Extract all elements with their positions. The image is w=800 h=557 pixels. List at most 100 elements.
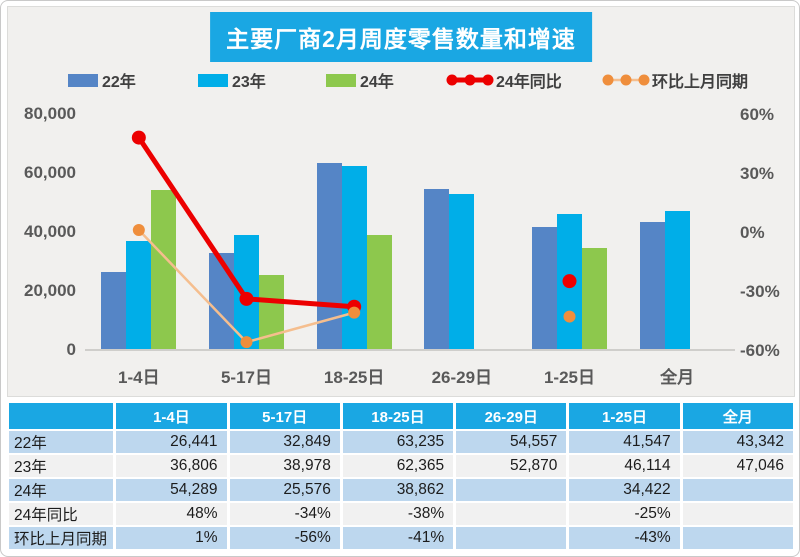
- table-header-cell: 1-4日: [116, 403, 227, 429]
- table-cell: 47,046: [682, 455, 793, 477]
- table-cell: 38,862: [342, 479, 454, 501]
- table-cell: 25,576: [229, 479, 340, 501]
- bar-22年-5-17日: [209, 253, 234, 350]
- table-cell: 43,342: [682, 431, 793, 453]
- legend-label: 23年: [232, 74, 266, 91]
- x-axis-line: [85, 349, 735, 351]
- table-cell: 52,870: [456, 455, 567, 477]
- plot-area: 80,000 60,000 40,000 20,000 0 60% 30% 0% -30% -60…: [8, 7, 796, 398]
- table-row-24年同比: 24年同比 48% -34% -38% -25%: [9, 503, 793, 525]
- table-cell: -43%: [569, 527, 680, 549]
- legend-line-marker-icon: [446, 74, 494, 86]
- right-axis-tick: -30%: [740, 282, 780, 301]
- row-label: 24年: [9, 479, 114, 501]
- line-marker-环比上月同期-1-4日: [132, 224, 145, 237]
- table-header-cell: 5-17日: [229, 403, 340, 429]
- legend-item-4: 环比上月同期: [602, 67, 748, 93]
- legend-item-3: 24年同比: [446, 67, 562, 93]
- table-row-环比上月同期: 环比上月同期 1% -56% -41% -43%: [9, 527, 793, 549]
- row-label: 23年: [9, 455, 114, 477]
- table-cell: 26,441: [116, 431, 227, 453]
- chart-panel: 主要厂商2月周度零售数量和增速 22年 23年 24年 24年同比 环比上月同期 80,…: [7, 6, 795, 397]
- bar-23年-1-25日: [557, 213, 582, 350]
- table-cell: 48%: [116, 503, 227, 525]
- bar-22年-1-25日: [532, 227, 557, 350]
- table-cell: 32,849: [229, 431, 340, 453]
- table-cell: -34%: [229, 503, 340, 525]
- legend-item-0: 22年: [68, 67, 136, 93]
- x-axis-category-label: 5-17日: [220, 368, 272, 387]
- legend-label: 24年同比: [496, 74, 562, 91]
- legend-swatch-icon: [198, 73, 228, 87]
- bar-22年-18-25日: [316, 163, 342, 350]
- legend-item-1: 23年: [198, 67, 266, 93]
- table-header-cell: 26-29日: [456, 403, 567, 429]
- bar-24年-5-17日: [259, 274, 284, 350]
- table-cell: [456, 527, 567, 549]
- table-cell: 34,422: [569, 479, 680, 501]
- x-axis-category-label: 1-4日: [118, 368, 160, 387]
- table-cell: [682, 527, 793, 549]
- table-cell: -41%: [342, 527, 454, 549]
- legend-label: 环比上月同期: [652, 74, 749, 91]
- x-axis-category-label: 全月: [660, 368, 695, 387]
- table-cell: [682, 479, 793, 501]
- bar-22年-26-29日: [424, 189, 450, 350]
- table-cell: -38%: [342, 503, 454, 525]
- table-row-22年: 22年 26,441 32,849 63,235 54,557 41,547 43,342: [9, 431, 793, 453]
- summary-table-area: 1-4日 5-17日 18-25日 26-29日 1-25日 全月 22年 26,441 32,…: [6, 401, 796, 551]
- left-axis-tick: 40,000: [24, 222, 76, 241]
- table-cell: -25%: [569, 503, 680, 525]
- table-cell: [682, 503, 793, 525]
- bar-24年-1-25日: [582, 248, 607, 350]
- row-label: 22年: [9, 431, 114, 453]
- legend-label: 22年: [102, 74, 136, 91]
- table-cell: 63,235: [342, 431, 454, 453]
- table-header-cell: 全月: [682, 403, 793, 429]
- bar-23年-全月: [664, 211, 690, 350]
- right-axis-tick: -60%: [740, 341, 780, 360]
- legend-line-marker-icon: [602, 74, 650, 86]
- legend-label: 24年: [360, 74, 394, 91]
- table-cell: 38,978: [229, 455, 340, 477]
- right-axis-tick: 30%: [740, 164, 775, 183]
- left-axis-tick: 60,000: [24, 163, 76, 182]
- table-header-cell: 18-25日: [342, 403, 454, 429]
- bar-24年-1-4日: [151, 189, 177, 350]
- table-cell: 36,806: [116, 455, 227, 477]
- table-cell: 41,547: [569, 431, 680, 453]
- line-marker-24年同比-1-4日: [131, 130, 146, 145]
- table-cell: 54,289: [116, 479, 227, 501]
- table-header-cell: [9, 403, 114, 429]
- table-cell: [456, 479, 567, 501]
- right-axis-tick: 0%: [740, 223, 765, 242]
- table-cell: 62,365: [342, 455, 454, 477]
- table-cell: -56%: [229, 527, 340, 549]
- legend-swatch-icon: [68, 73, 98, 87]
- table-cell: 46,114: [569, 455, 680, 477]
- legend-swatch-icon: [326, 73, 356, 87]
- summary-table: 1-4日 5-17日 18-25日 26-29日 1-25日 全月 22年 26,441 32,…: [6, 401, 796, 551]
- chart-title: 主要厂商2月周度零售数量和增速: [210, 12, 592, 62]
- bar-22年-1-4日: [101, 271, 127, 350]
- x-axis-category-label: 26-29日: [431, 368, 493, 387]
- row-label: 24年同比: [9, 503, 114, 525]
- chart-legend: 22年 23年 24年 24年同比 环比上月同期: [8, 67, 794, 95]
- table-cell: 54,557: [456, 431, 567, 453]
- left-axis-tick: 20,000: [24, 281, 76, 300]
- bar-22年-全月: [639, 222, 665, 350]
- left-axis-tick: 0: [66, 340, 76, 359]
- table-row-23年: 23年 36,806 38,978 62,365 52,870 46,114 47,046: [9, 455, 793, 477]
- table-header-row: 1-4日 5-17日 18-25日 26-29日 1-25日 全月: [9, 403, 793, 429]
- left-axis-tick: 80,000: [24, 104, 76, 123]
- x-axis-category-label: 1-25日: [543, 368, 595, 387]
- bar-24年-18-25日: [366, 235, 392, 350]
- bar-23年-1-4日: [126, 241, 152, 350]
- row-label: 环比上月同期: [9, 527, 114, 549]
- x-axis-category-label: 18-25日: [323, 368, 385, 387]
- right-axis-tick: 60%: [740, 105, 775, 124]
- table-cell: 1%: [116, 527, 227, 549]
- bar-23年-18-25日: [341, 166, 367, 350]
- bar-23年-26-29日: [449, 194, 475, 350]
- bar-23年-5-17日: [234, 235, 259, 350]
